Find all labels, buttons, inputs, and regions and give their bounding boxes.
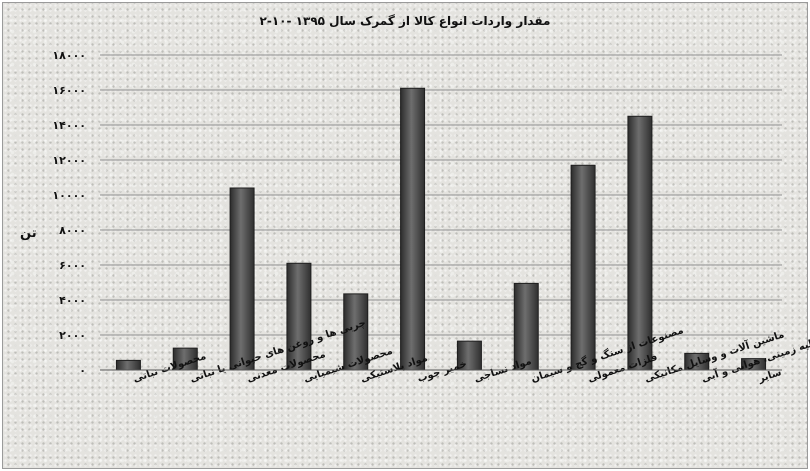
y-tick-label: ۲۰۰۰ [59, 329, 86, 342]
y-tick-label: ۱۸۰۰۰ [52, 49, 86, 62]
y-axis-label: تن [20, 226, 37, 241]
y-tick-label: ۶۰۰۰ [59, 259, 86, 272]
y-tick-labels: ۰ ۲۰۰۰ ۴۰۰۰ ۶۰۰۰ ۸۰۰۰ ۱۰۰۰۰ ۱۲۰۰۰ ۱۴۰۰۰ ۱۶۰۰۰ ۱۸۰… [52, 49, 86, 377]
bar [400, 87, 426, 371]
bar [343, 293, 369, 371]
chart-title: ۲-۱۰- مقدار واردات انواع کالا از گمرک سا… [259, 14, 551, 28]
y-tick-label: ۱۶۰۰۰ [52, 84, 86, 97]
y-tick-label: ۰ [79, 364, 86, 377]
y-tick-label: ۱۲۰۰۰ [52, 154, 86, 167]
y-tick-label: ۴۰۰۰ [59, 294, 86, 307]
y-tick-label: ۸۰۰۰ [59, 224, 86, 237]
bars [115, 87, 767, 371]
gridlines [100, 54, 782, 336]
bar [570, 164, 596, 371]
bar [513, 282, 539, 371]
y-tick-label: ۱۴۰۰۰ [52, 119, 86, 132]
bar [229, 187, 255, 371]
y-tick-label: ۱۰۰۰۰ [52, 189, 86, 202]
bar [627, 115, 653, 371]
bar [115, 359, 141, 371]
